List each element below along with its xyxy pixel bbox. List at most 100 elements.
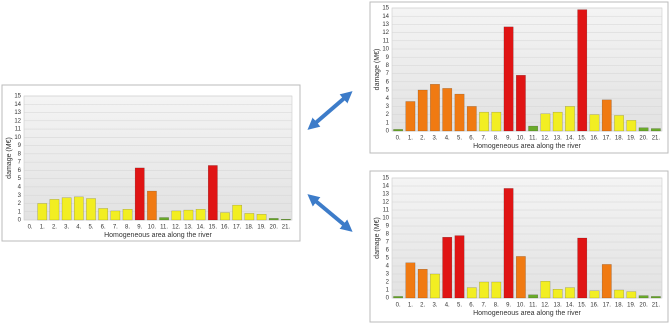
y-tick-label: 13: [382, 192, 389, 198]
x-tick-label: 8.: [125, 225, 130, 231]
bar: [256, 214, 267, 221]
bar: [614, 115, 624, 132]
x-tick-label: 18.: [245, 225, 254, 231]
y-tick-label: 6: [386, 248, 390, 254]
y-tick-label: 1: [386, 120, 390, 126]
x-tick-label: 11.: [529, 136, 537, 142]
x-tick-label: 17.: [603, 303, 612, 309]
bar: [37, 203, 48, 221]
x-tick-label: 3.: [432, 303, 437, 309]
x-tick-label: 0.: [396, 303, 401, 309]
bar: [491, 111, 502, 132]
bar: [626, 291, 637, 299]
bar: [577, 237, 588, 299]
x-tick-label: 19.: [257, 225, 266, 231]
bar: [540, 281, 551, 299]
x-tick-label: 20.: [270, 225, 279, 231]
x-tick-label: 9.: [506, 136, 511, 142]
bar: [147, 190, 157, 221]
y-axis-label: damage (M€): [6, 137, 13, 179]
bar: [281, 218, 291, 221]
x-axis-label: Homogeneous area along the river: [473, 310, 581, 317]
x-tick-label: 15.: [578, 303, 587, 309]
bar: [417, 89, 428, 132]
x-tick-label: 18.: [615, 136, 624, 142]
bar: [393, 296, 403, 299]
bar: [565, 287, 575, 299]
y-tick-label: 0: [18, 218, 22, 224]
bar: [195, 209, 206, 221]
bar: [479, 281, 489, 299]
bar: [393, 129, 403, 132]
x-tick-label: 16.: [590, 136, 599, 142]
x-tick-label: 4.: [76, 225, 81, 231]
x-tick-label: 21.: [652, 303, 661, 309]
bar: [171, 210, 182, 221]
x-tick-label: 2.: [52, 225, 57, 231]
y-tick-label: 13: [14, 110, 21, 116]
y-tick-label: 15: [382, 176, 389, 182]
x-tick-label: 1.: [40, 225, 45, 231]
y-tick-label: 9: [386, 55, 390, 61]
bar: [405, 101, 416, 132]
bar: [528, 125, 538, 132]
y-tick-label: 7: [386, 71, 390, 77]
bar: [207, 165, 218, 221]
x-tick-label: 9.: [137, 225, 142, 231]
bar: [552, 111, 563, 132]
y-tick-label: 8: [386, 63, 390, 69]
bar: [454, 235, 465, 299]
x-tick-label: 14.: [566, 303, 575, 309]
bar: [183, 209, 194, 221]
bar: [479, 111, 489, 132]
bar: [134, 167, 145, 221]
x-tick-label: 10.: [517, 136, 526, 142]
bar: [86, 198, 96, 221]
bar: [122, 209, 133, 221]
x-tick-label: 5.: [88, 225, 93, 231]
bar: [73, 196, 84, 221]
x-tick-label: 9.: [506, 303, 511, 309]
y-tick-label: 8: [18, 151, 22, 157]
bar: [589, 290, 600, 299]
bar: [466, 287, 477, 299]
bar: [552, 289, 563, 299]
x-tick-label: 12.: [541, 136, 550, 142]
x-axis-label: Homogeneous area along the river: [104, 232, 212, 239]
double-arrow: [307, 91, 353, 130]
bar: [638, 295, 649, 299]
bar: [638, 127, 649, 132]
bar: [232, 204, 243, 221]
y-tick-label: 12: [382, 200, 389, 206]
bar: [159, 217, 169, 221]
y-tick-label: 14: [382, 184, 389, 190]
x-tick-label: 17.: [603, 136, 612, 142]
y-tick-label: 11: [383, 38, 390, 44]
x-tick-label: 0.: [396, 136, 401, 142]
bar: [626, 120, 637, 132]
x-tick-label: 20.: [639, 303, 648, 309]
x-tick-label: 1.: [408, 303, 413, 309]
x-tick-label: 13.: [184, 225, 193, 231]
x-tick-label: 7.: [482, 303, 487, 309]
x-tick-label: 11.: [529, 303, 537, 309]
bar: [430, 273, 440, 299]
bar: [516, 256, 526, 299]
y-tick-label: 15: [382, 6, 389, 12]
bar: [220, 212, 230, 221]
x-tick-label: 8.: [494, 303, 499, 309]
x-tick-label: 5.: [457, 136, 462, 142]
y-tick-label: 15: [14, 94, 21, 100]
x-tick-label: 6.: [101, 225, 106, 231]
bar: [589, 114, 600, 132]
bar: [405, 262, 416, 299]
y-tick-label: 0: [386, 296, 390, 302]
x-tick-label: 21.: [282, 225, 291, 231]
y-tick-label: 7: [18, 160, 22, 166]
bar: [516, 75, 526, 132]
x-tick-label: 6.: [469, 136, 474, 142]
x-tick-label: 2.: [420, 136, 425, 142]
double-arrow: [307, 194, 353, 232]
bar: [98, 208, 109, 221]
y-tick-label: 11: [15, 127, 22, 133]
